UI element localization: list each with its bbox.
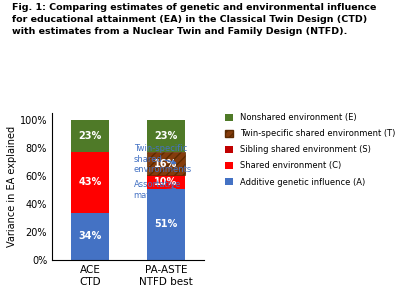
Text: Assortative
mating: Assortative mating <box>134 181 181 200</box>
Y-axis label: Variance in EA explained: Variance in EA explained <box>7 126 17 247</box>
Bar <box>147 120 185 152</box>
Bar <box>147 189 185 260</box>
Text: 43%: 43% <box>78 177 102 188</box>
Text: 16%: 16% <box>154 159 178 169</box>
Text: Twin-specific
shared
environments: Twin-specific shared environments <box>134 144 192 174</box>
Text: Fig. 1: Comparing estimates of genetic and environmental influence
for education: Fig. 1: Comparing estimates of genetic a… <box>12 3 376 36</box>
Bar <box>71 152 109 213</box>
Text: 10%: 10% <box>154 177 178 187</box>
Bar <box>147 175 185 189</box>
Text: 51%: 51% <box>154 219 178 230</box>
Legend: Nonshared environment (E), Twin-specific shared environment (T), Sibling shared : Nonshared environment (E), Twin-specific… <box>223 111 397 188</box>
Text: 23%: 23% <box>154 131 178 141</box>
Bar <box>147 152 185 175</box>
Bar <box>71 120 109 152</box>
Text: 34%: 34% <box>78 231 102 241</box>
Text: 23%: 23% <box>78 131 102 141</box>
Bar <box>71 213 109 260</box>
